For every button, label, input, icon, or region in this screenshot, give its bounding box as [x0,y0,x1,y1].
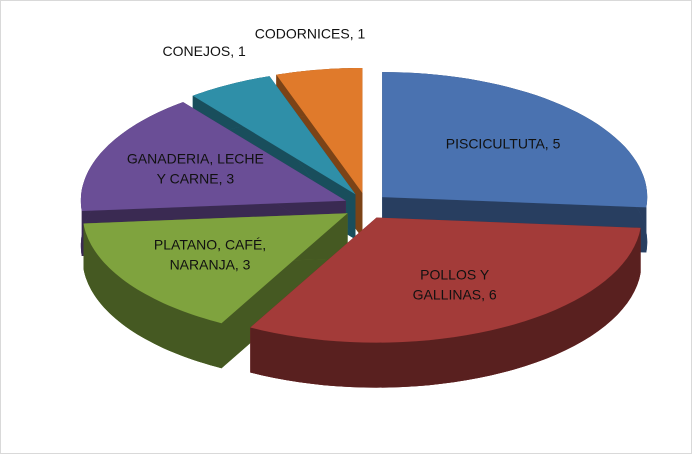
slice [80,102,346,211]
slice-wall [250,227,641,388]
slice [382,72,648,208]
data-label: GALLINAS, 6 [413,286,497,302]
data-label: Y CARNE, 3 [157,170,235,186]
data-label: PISCICULTUTA, 5 [446,135,561,151]
slice-wall [83,223,222,369]
data-label: CONEJOS, 1 [163,43,246,59]
data-label: NARANJA, 3 [170,256,251,272]
slice-wall-shade [83,223,222,369]
slice [192,76,356,195]
slice [83,213,348,324]
data-label: PLATANO, CAFÉ, [154,236,266,252]
slice [250,217,641,343]
data-label: GANADERIA, LECHE [127,150,264,166]
slice [276,68,363,193]
slice-wall-shade [250,227,641,388]
data-label: CODORNICES, 1 [255,26,366,42]
data-label: POLLOS Y [420,266,490,282]
